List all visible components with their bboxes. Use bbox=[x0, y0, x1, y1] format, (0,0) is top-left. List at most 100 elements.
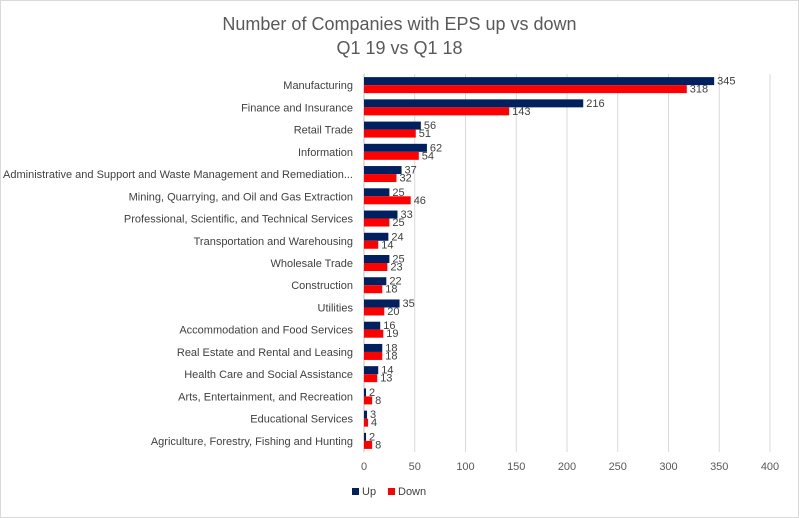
bar-down bbox=[364, 129, 416, 138]
x-tick-label: 100 bbox=[456, 461, 474, 473]
data-label-down: 318 bbox=[690, 84, 708, 96]
category-label: Construction bbox=[291, 280, 353, 292]
x-tick-label: 0 bbox=[361, 461, 367, 473]
data-label-up: 22 bbox=[389, 276, 401, 288]
data-label-up: 2 bbox=[369, 431, 375, 443]
bar-down bbox=[364, 151, 419, 160]
bar-up bbox=[364, 77, 715, 86]
data-label-up: 33 bbox=[400, 209, 412, 221]
bar-down bbox=[364, 440, 373, 449]
bar-up bbox=[364, 299, 400, 308]
data-label-up: 24 bbox=[391, 231, 403, 243]
data-label-up: 16 bbox=[383, 320, 395, 332]
category-label: Finance and Insurance bbox=[241, 102, 353, 114]
bar-up bbox=[364, 166, 402, 175]
bar-down bbox=[364, 85, 687, 94]
x-tick-label: 400 bbox=[761, 461, 779, 473]
data-label-down: 23 bbox=[390, 262, 402, 274]
data-label-down: 8 bbox=[375, 439, 381, 451]
legend-label-up: Up bbox=[362, 486, 376, 498]
data-label-down: 143 bbox=[512, 106, 530, 118]
category-label: Manufacturing bbox=[283, 80, 353, 92]
bar-up bbox=[364, 143, 427, 152]
bar-down bbox=[364, 107, 510, 116]
data-label-down: 18 bbox=[385, 350, 397, 362]
data-label-up: 37 bbox=[405, 165, 417, 177]
bar-down bbox=[364, 285, 383, 294]
category-label: Health Care and Social Assistance bbox=[184, 369, 353, 381]
bar-up bbox=[364, 188, 390, 197]
data-label-up: 345 bbox=[717, 76, 735, 88]
category-label: Information bbox=[298, 147, 353, 159]
category-label: Educational Services bbox=[250, 414, 353, 426]
data-label-down: 19 bbox=[386, 328, 398, 340]
legend-label-down: Down bbox=[398, 486, 426, 498]
legend-swatch-up bbox=[352, 488, 359, 495]
category-label: Retail Trade bbox=[294, 125, 353, 137]
data-label-down: 13 bbox=[380, 373, 392, 385]
bar-down bbox=[364, 196, 411, 205]
bar-up bbox=[364, 121, 421, 130]
data-label-down: 4 bbox=[371, 417, 377, 429]
x-tick-label: 350 bbox=[710, 461, 728, 473]
category-label: Utilities bbox=[318, 302, 354, 314]
bar-up bbox=[364, 99, 584, 108]
category-label: Transportation and Warehousing bbox=[194, 236, 353, 248]
bar-up bbox=[364, 343, 383, 352]
bar-down bbox=[364, 351, 383, 360]
category-label: Professional, Scientific, and Technical … bbox=[124, 214, 354, 226]
data-label-down: 32 bbox=[399, 173, 411, 185]
bar-down bbox=[364, 240, 379, 249]
bar-down bbox=[364, 374, 378, 383]
data-label-up: 216 bbox=[586, 98, 604, 110]
category-label: Mining, Quarrying, and Oil and Gas Extra… bbox=[129, 191, 353, 203]
bar-down bbox=[364, 263, 388, 271]
data-label-down: 14 bbox=[381, 239, 393, 251]
x-tick-label: 300 bbox=[659, 461, 677, 473]
category-label: Agriculture, Forestry, Fishing and Hunti… bbox=[151, 436, 353, 448]
data-label-up: 2 bbox=[369, 387, 375, 399]
category-label: Wholesale Trade bbox=[270, 258, 353, 270]
data-label-up: 35 bbox=[403, 298, 415, 310]
bar-up bbox=[364, 232, 389, 241]
data-label-down: 54 bbox=[422, 150, 434, 162]
bar-up bbox=[364, 366, 379, 375]
bar-up bbox=[364, 255, 390, 263]
data-label-down: 46 bbox=[414, 195, 426, 207]
legend-swatch-down bbox=[388, 488, 395, 495]
data-label-down: 18 bbox=[385, 284, 397, 296]
x-tick-label: 150 bbox=[507, 461, 525, 473]
category-label: Real Estate and Rental and Leasing bbox=[177, 347, 353, 359]
bar-up bbox=[364, 432, 367, 441]
category-label: Arts, Entertainment, and Recreation bbox=[178, 391, 353, 403]
data-label-up: 14 bbox=[381, 365, 393, 377]
data-label-up: 62 bbox=[430, 142, 442, 154]
x-tick-label: 250 bbox=[609, 461, 627, 473]
data-label-up: 25 bbox=[392, 254, 404, 266]
bar-down bbox=[364, 307, 385, 316]
data-label-down: 25 bbox=[392, 217, 404, 229]
bar-up bbox=[364, 210, 398, 219]
x-tick-label: 50 bbox=[409, 461, 421, 473]
chart-title: Number of Companies with EPS up vs down bbox=[222, 14, 577, 34]
data-label-down: 20 bbox=[387, 306, 399, 318]
chart-subtitle: Q1 19 vs Q1 18 bbox=[336, 38, 463, 58]
data-label-up: 56 bbox=[424, 120, 436, 132]
data-label-up: 3 bbox=[370, 409, 376, 421]
bar-down bbox=[364, 329, 384, 338]
data-label-up: 18 bbox=[385, 342, 397, 354]
category-label: Accommodation and Food Services bbox=[179, 325, 353, 337]
bar-up bbox=[364, 388, 367, 397]
category-label: Administrative and Support and Waste Man… bbox=[3, 169, 353, 181]
bar-down bbox=[364, 174, 397, 183]
bar-up bbox=[364, 321, 381, 330]
bar-up bbox=[364, 410, 368, 419]
bar-down bbox=[364, 418, 369, 427]
data-label-down: 51 bbox=[419, 128, 431, 140]
x-tick-label: 200 bbox=[558, 461, 576, 473]
bar-down bbox=[364, 218, 390, 227]
data-label-up: 25 bbox=[392, 187, 404, 199]
bar-down bbox=[364, 396, 373, 405]
data-label-down: 8 bbox=[375, 395, 381, 407]
